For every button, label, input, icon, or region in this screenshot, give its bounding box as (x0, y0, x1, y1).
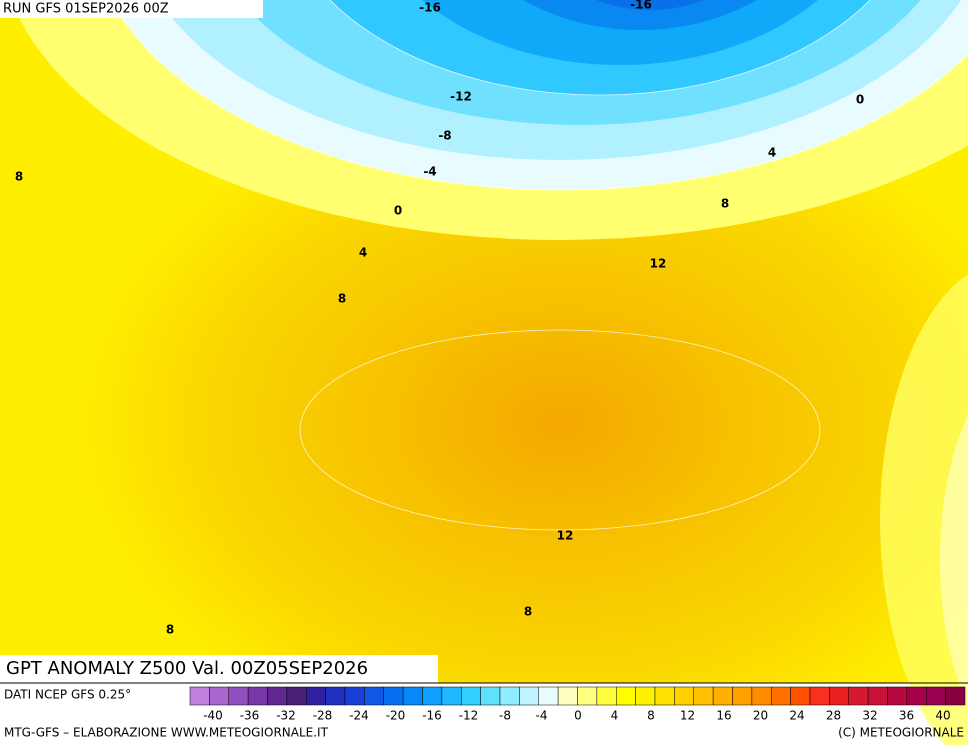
source-text: DATI NCEP GFS 0.25° (4, 688, 131, 702)
colorbar-label: -32 (276, 709, 296, 723)
colorbar-swatch (306, 686, 326, 706)
colorbar-swatch (325, 686, 346, 706)
colorbar-label: 0 (574, 709, 582, 723)
credit-text: MTG-GFS – ELABORAZIONE WWW.METEOGIORNALE… (4, 726, 329, 740)
colorbar-swatch (809, 686, 830, 706)
colorbar-swatch (674, 686, 694, 706)
colorbar-label: 4 (611, 709, 619, 723)
colorbar-swatch (926, 686, 946, 706)
colorbar-swatch (267, 686, 288, 706)
contour-label: 8 (338, 292, 346, 306)
colorbar-swatch (616, 686, 636, 706)
colorbar-label: -4 (536, 709, 548, 723)
contour-label: 0 (856, 93, 864, 107)
contour-label: -4 (423, 165, 436, 179)
colorbar-label: -36 (240, 709, 260, 723)
colorbar-swatch (945, 686, 966, 706)
colorbar-swatch (422, 686, 443, 706)
colorbar-swatch (693, 686, 714, 706)
colorbar-swatch (829, 686, 849, 706)
colorbar-swatch (461, 686, 481, 706)
colorbar-swatch (499, 686, 520, 706)
colorbar-swatch (189, 686, 210, 706)
colorbar-swatch (383, 686, 404, 706)
colorbar-label: 24 (789, 709, 804, 723)
contour-label: -12 (450, 90, 472, 104)
colorbar-swatch (712, 686, 733, 706)
colorbar-label: 28 (826, 709, 841, 723)
contour-label: 8 (15, 170, 23, 184)
colorbar-label: -20 (386, 709, 406, 723)
map-title: GPT ANOMALY Z500 Val. 00Z05SEP2026 (6, 658, 368, 679)
colorbar-label: -28 (313, 709, 333, 723)
colorbar-swatch (596, 686, 617, 706)
colorbar-swatch (480, 686, 501, 706)
contour-label: 0 (394, 204, 402, 218)
contour-label: -16 (630, 0, 652, 12)
colorbar-swatch (228, 686, 249, 706)
colorbar-swatch (790, 686, 811, 706)
colorbar-label: 32 (862, 709, 877, 723)
colorbar-label: -12 (459, 709, 479, 723)
contour-label: 12 (650, 257, 667, 271)
contour-label: 8 (721, 197, 729, 211)
colorbar-swatch (441, 686, 462, 706)
colorbar-swatch (557, 686, 578, 706)
contour-label: 4 (768, 146, 776, 160)
colorbar-swatch (732, 686, 753, 706)
colorbar-swatch (867, 686, 888, 706)
colorbar-swatch (654, 686, 675, 706)
colorbar-label: -40 (203, 709, 223, 723)
colorbar-swatch (906, 686, 927, 706)
colorbar-swatch (635, 686, 656, 706)
colorbar-swatch (519, 686, 539, 706)
contour-label: 12 (557, 529, 574, 543)
colorbar-label: 20 (753, 709, 768, 723)
colorbar-swatch (344, 686, 365, 706)
colorbar-swatch (364, 686, 384, 706)
colorbar-swatch (577, 686, 598, 706)
colorbar-label: 40 (935, 709, 950, 723)
colorbar-swatch (751, 686, 772, 706)
colorbar-swatch (771, 686, 791, 706)
colorbar: -40 -36 -32 -28 -24 -20 -16 -12 -8 -4 0 4 8 12 16 20 24 2… (189, 686, 966, 723)
contour-label: 8 (524, 605, 532, 619)
contour-label: -8 (438, 129, 451, 143)
contour-label: -16 (419, 1, 441, 15)
contour-label: 4 (359, 246, 367, 260)
colorbar-label: -16 (422, 709, 442, 723)
colorbar-label: 36 (899, 709, 914, 723)
colorbar-swatch (286, 686, 307, 706)
colorbar-label: 12 (680, 709, 695, 723)
contour-label: 8 (166, 623, 174, 637)
run-label: RUN GFS 01SEP2026 00Z (3, 2, 169, 17)
colorbar-label: -24 (349, 709, 369, 723)
copyright-text: (C) METEOGIORNALE (838, 726, 964, 740)
colorbar-swatch (848, 686, 869, 706)
colorbar-label: -8 (499, 709, 511, 723)
colorbar-swatch (887, 686, 908, 706)
colorbar-swatch (538, 686, 559, 706)
colorbar-label: 8 (647, 709, 655, 723)
colorbar-swatch (209, 686, 229, 706)
colorbar-swatch (247, 686, 268, 706)
colorbar-label: 16 (716, 709, 731, 723)
colorbar-swatch (402, 686, 423, 706)
